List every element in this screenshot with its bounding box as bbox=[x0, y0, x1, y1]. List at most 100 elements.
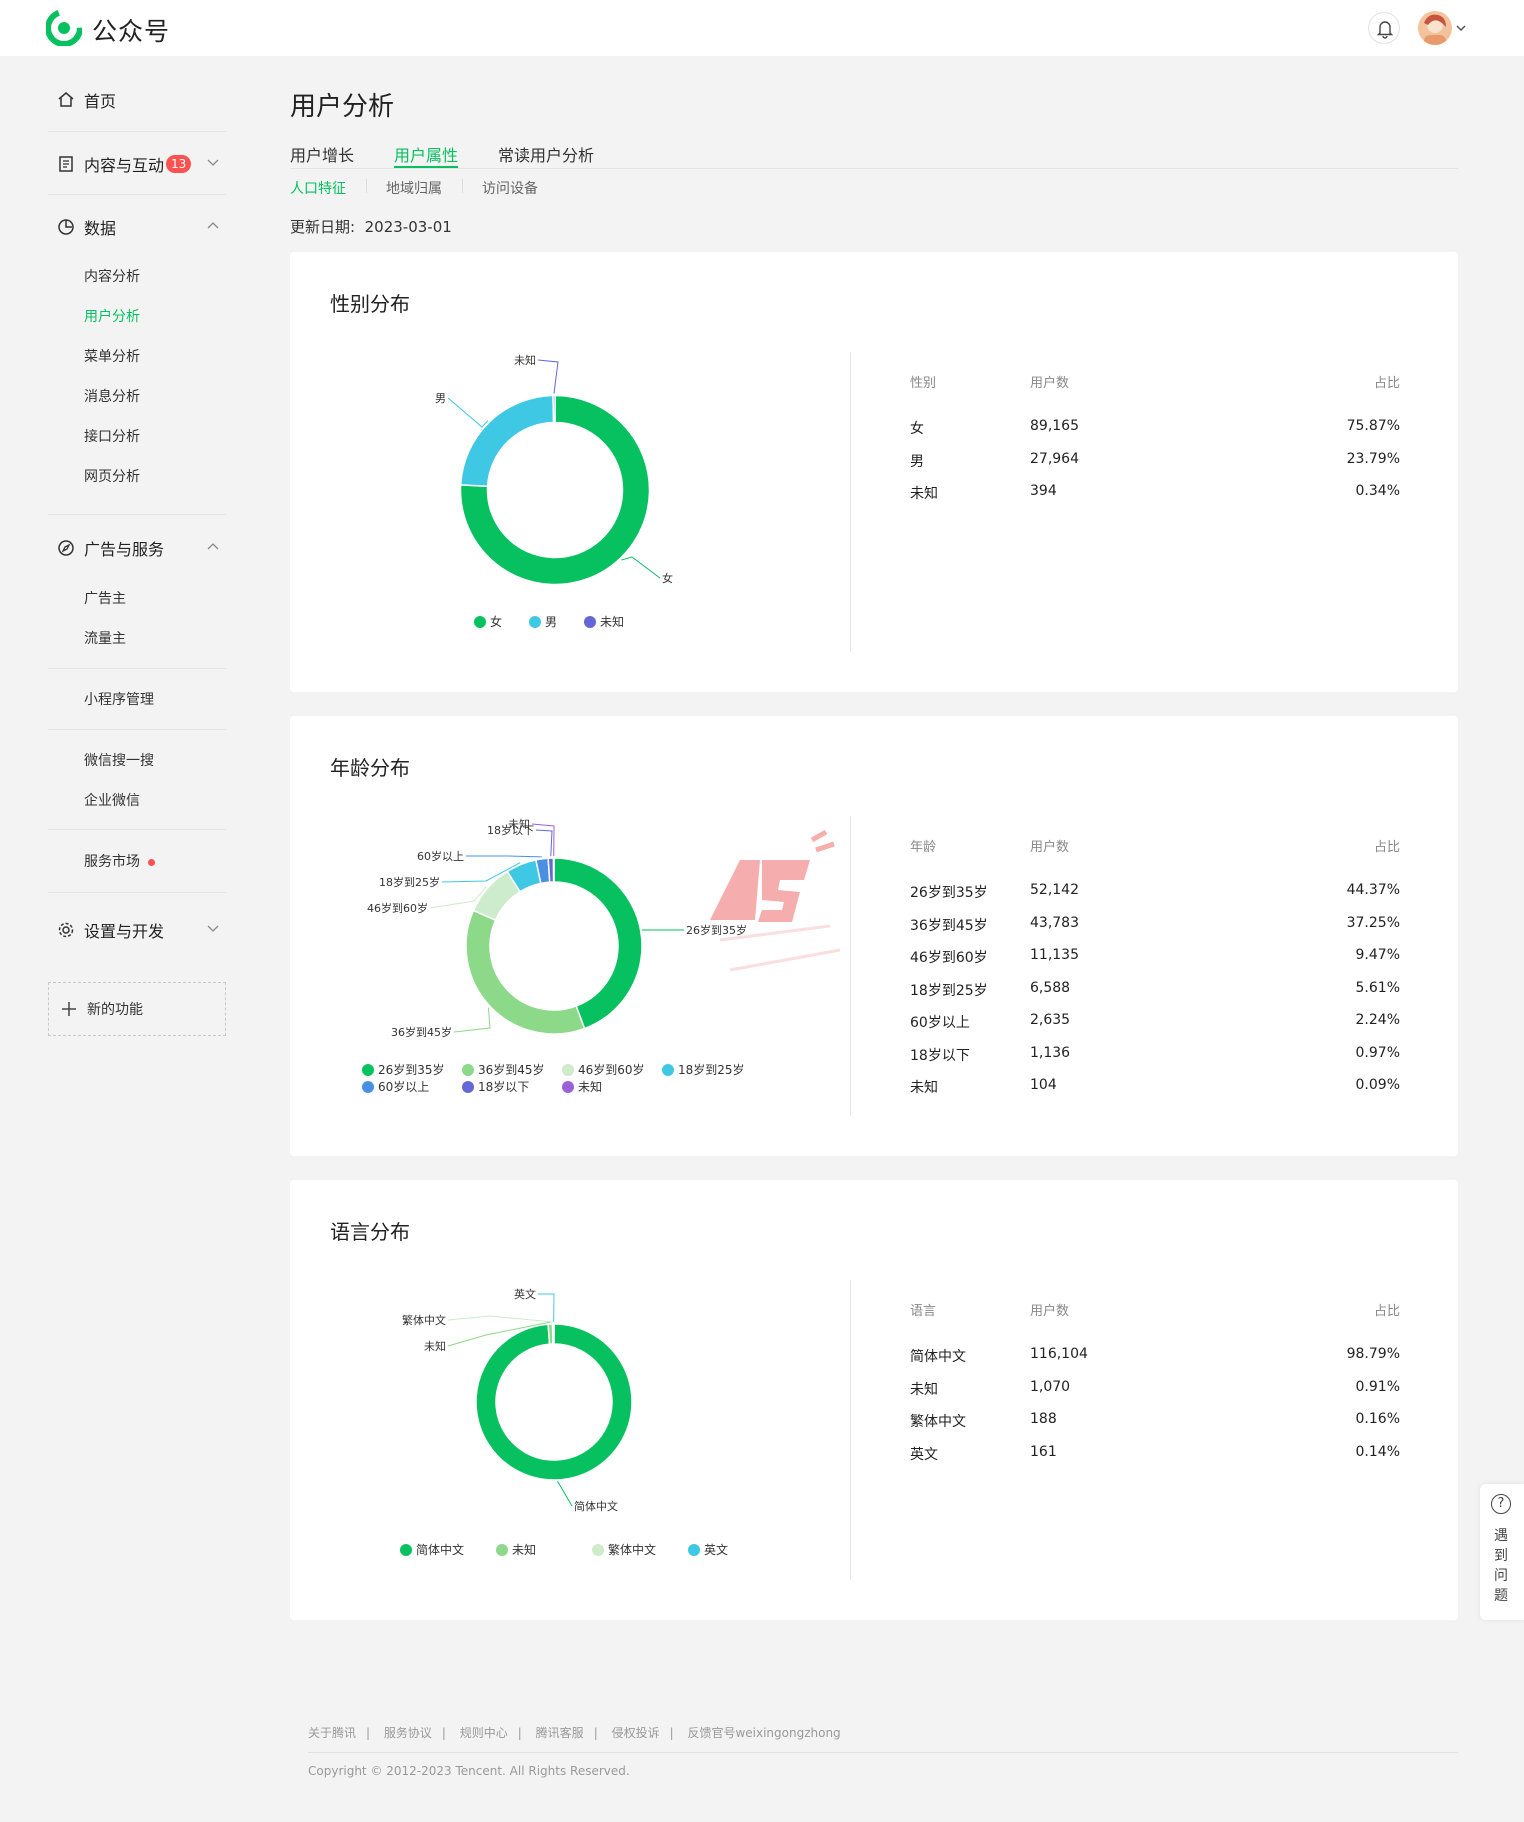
pie-slice[interactable] bbox=[553, 857, 643, 1030]
slice-label: 未知 bbox=[424, 1339, 446, 1353]
table-cell-category: 未知 bbox=[910, 486, 938, 502]
footer-link[interactable]: 规则中心 bbox=[459, 1726, 508, 1740]
sidebar-item-settings[interactable]: 设置与开发 bbox=[48, 898, 226, 962]
account-chevron-down-icon[interactable] bbox=[1455, 18, 1467, 38]
legend-label[interactable]: 简体中文 bbox=[416, 1542, 464, 1557]
leader-line bbox=[466, 855, 542, 858]
chevron-up-icon[interactable] bbox=[206, 540, 220, 554]
tab-frequent-readers[interactable]: 常读用户分析 bbox=[498, 146, 595, 165]
pie-slice[interactable] bbox=[475, 1323, 633, 1481]
footer-link[interactable]: 侵权投诉 bbox=[611, 1726, 660, 1740]
subtab-separator bbox=[366, 179, 367, 193]
table-header: 用户数 bbox=[1030, 840, 1070, 855]
leader-line bbox=[429, 886, 487, 909]
sidebar-item-webpage-analysis[interactable]: 网页分析 bbox=[84, 469, 140, 485]
sidebar-item-work-wechat[interactable]: 企业微信 bbox=[84, 793, 140, 809]
pie-slice[interactable] bbox=[459, 394, 555, 488]
age-donut-chart: 26岁到35岁 36岁到45岁 46岁到60岁 18岁到25岁 60岁以上 18岁以下 未知… bbox=[362, 817, 747, 1094]
table-cell-category: 60岁以上 bbox=[910, 1015, 970, 1031]
legend-label[interactable]: 36岁到45岁 bbox=[478, 1062, 545, 1077]
sidebar-item-advertiser[interactable]: 广告主 bbox=[84, 591, 126, 607]
pie-slice[interactable] bbox=[465, 909, 586, 1035]
legend-label[interactable]: 26岁到35岁 bbox=[378, 1062, 445, 1077]
table-header: 年龄 bbox=[910, 840, 937, 855]
subtab-region[interactable]: 地域归属 bbox=[386, 181, 442, 197]
new-feature-button[interactable]: 新的功能 bbox=[48, 982, 226, 1036]
sidebar-item-miniprogram[interactable]: 小程序管理 bbox=[84, 692, 154, 708]
card-divider bbox=[850, 1280, 851, 1580]
sidebar-item-content[interactable]: 内容与互动 13 bbox=[48, 132, 226, 196]
tab-user-growth[interactable]: 用户增长 bbox=[290, 146, 355, 165]
slice-label: 简体中文 bbox=[574, 1499, 618, 1513]
footer-link[interactable]: 关于腾讯 bbox=[308, 1726, 357, 1740]
legend-label[interactable]: 60岁以上 bbox=[378, 1079, 429, 1094]
footer-link[interactable]: 腾讯客服 bbox=[535, 1726, 584, 1740]
legend-swatch[interactable] bbox=[362, 1081, 374, 1093]
table-cell-percent: 37.25% bbox=[1346, 914, 1400, 931]
footer-link[interactable]: 反馈官号weixingongzhong bbox=[687, 1726, 841, 1740]
sidebar-item-content-analysis[interactable]: 内容分析 bbox=[84, 269, 140, 285]
legend-label[interactable]: 未知 bbox=[578, 1080, 602, 1094]
sidebar-item-api-analysis[interactable]: 接口分析 bbox=[84, 429, 140, 445]
table-cell-count: 52,142 bbox=[1030, 882, 1079, 898]
table-cell-category: 女 bbox=[910, 421, 924, 437]
legend-label[interactable]: 18岁以下 bbox=[478, 1079, 529, 1094]
sidebar-item-wx-search[interactable]: 微信搜一搜 bbox=[84, 753, 154, 769]
sidebar-item-service-market[interactable]: 服务市场 bbox=[84, 851, 155, 871]
legend-swatch[interactable] bbox=[562, 1064, 574, 1076]
table-cell-percent: 44.37% bbox=[1346, 882, 1400, 898]
legend-swatch[interactable] bbox=[496, 1544, 508, 1556]
legend-label[interactable]: 女 bbox=[490, 614, 502, 629]
user-avatar[interactable] bbox=[1418, 11, 1452, 45]
wechat-mp-logo-icon[interactable] bbox=[46, 10, 82, 46]
legend-swatch[interactable] bbox=[688, 1544, 700, 1556]
pie-slice[interactable] bbox=[459, 394, 651, 586]
legend-swatch[interactable] bbox=[474, 616, 486, 628]
leader-line bbox=[453, 1007, 491, 1033]
slice-label: 36岁到45岁 bbox=[391, 1025, 452, 1039]
slice-label: 男 bbox=[435, 392, 446, 405]
card-title: 年龄分布 bbox=[330, 756, 410, 780]
help-float-button[interactable]: ? 遇到问题 bbox=[1480, 1484, 1524, 1620]
chevron-down-icon[interactable] bbox=[206, 922, 220, 936]
subtab-device[interactable]: 访问设备 bbox=[482, 181, 538, 197]
footer-link[interactable]: 服务协议 bbox=[383, 1726, 432, 1740]
legend-swatch[interactable] bbox=[462, 1064, 474, 1076]
legend-label[interactable]: 男 bbox=[545, 615, 557, 629]
subtab-demographics[interactable]: 人口特征 bbox=[290, 181, 346, 197]
sidebar-item-message-analysis[interactable]: 消息分析 bbox=[84, 389, 140, 405]
legend-swatch[interactable] bbox=[362, 1064, 374, 1076]
pie-slice[interactable] bbox=[552, 1323, 555, 1345]
pie-slice[interactable] bbox=[552, 394, 556, 424]
legend-label[interactable]: 繁体中文 bbox=[608, 1542, 656, 1557]
chevron-up-icon[interactable] bbox=[206, 219, 220, 233]
brand-name[interactable]: 公众号 bbox=[92, 17, 171, 46]
legend-swatch[interactable] bbox=[400, 1544, 412, 1556]
legend-label[interactable]: 未知 bbox=[600, 615, 624, 629]
legend-swatch[interactable] bbox=[462, 1081, 474, 1093]
chevron-down-icon[interactable] bbox=[206, 156, 220, 170]
legend-swatch[interactable] bbox=[592, 1544, 604, 1556]
legend-swatch[interactable] bbox=[662, 1064, 674, 1076]
legend-label[interactable]: 18岁到25岁 bbox=[678, 1062, 745, 1077]
legend-swatch[interactable] bbox=[562, 1081, 574, 1093]
legend-swatch[interactable] bbox=[584, 616, 596, 628]
sidebar-item-data[interactable]: 数据 bbox=[48, 195, 226, 259]
gender-donut-chart: 女男未知女男未知 bbox=[435, 353, 673, 629]
table-cell-count: 6,588 bbox=[1030, 979, 1071, 996]
sidebar-item-user-analysis[interactable]: 用户分析 bbox=[84, 309, 140, 325]
legend-label[interactable]: 未知 bbox=[512, 1543, 536, 1557]
tab-user-attributes[interactable]: 用户属性 bbox=[394, 146, 459, 165]
sidebar-item-menu-analysis[interactable]: 菜单分析 bbox=[84, 349, 140, 365]
sidebar-item-home[interactable]: 首页 bbox=[48, 68, 226, 132]
sidebar-item-ads[interactable]: 广告与服务 bbox=[48, 516, 226, 580]
legend-label[interactable]: 英文 bbox=[704, 1542, 728, 1557]
sidebar-item-publisher[interactable]: 流量主 bbox=[84, 631, 126, 647]
notification-bell-icon[interactable] bbox=[1368, 12, 1400, 44]
legend-swatch[interactable] bbox=[529, 616, 541, 628]
sidebar-divider bbox=[48, 131, 226, 132]
legend-label[interactable]: 46岁到60岁 bbox=[578, 1062, 645, 1077]
table-cell-category: 繁体中文 bbox=[910, 1414, 966, 1430]
table-cell-count: 188 bbox=[1030, 1411, 1057, 1427]
